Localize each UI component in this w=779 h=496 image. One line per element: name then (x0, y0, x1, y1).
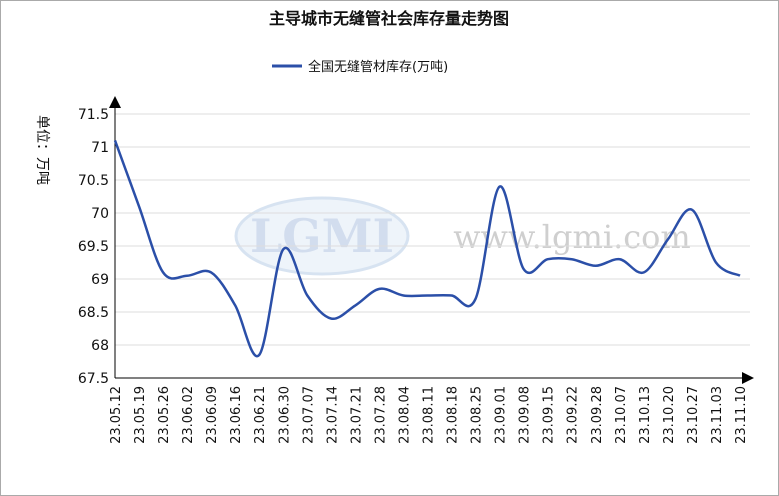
x-tick-label: 23.08.18 (446, 386, 461, 444)
x-tick-label: 23.11.03 (710, 386, 725, 444)
x-tick-label: 23.06.16 (229, 386, 244, 444)
y-tick-label: 68 (91, 338, 109, 354)
y-axis-label: 单位：万吨 (34, 115, 50, 185)
x-tick-label: 23.08.04 (397, 386, 412, 444)
x-tick-label: 23.10.20 (662, 386, 677, 444)
watermark-group: LGMI www.lgmi.com (234, 196, 691, 276)
y-axis-arrow (109, 96, 121, 108)
watermark: www.lgmi.com (453, 218, 691, 256)
x-tick-label: 23.10.27 (686, 386, 701, 444)
x-tick-label: 23.05.26 (157, 386, 172, 444)
x-tick-label: 23.09.08 (518, 386, 533, 444)
x-tick-label: 23.08.25 (470, 386, 485, 444)
x-tick-label: 23.09.01 (494, 386, 509, 444)
x-tick-label: 23.10.07 (614, 386, 629, 444)
y-tick-label: 71.5 (78, 107, 109, 123)
x-tick-label: 23.07.14 (325, 386, 340, 444)
chart-title: 主导城市无缝管社会库存量走势图 (269, 9, 509, 28)
x-tick-label: 23.06.21 (253, 386, 268, 444)
x-tick-label: 23.09.22 (566, 386, 581, 444)
line-series (113, 139, 741, 358)
x-tick-label: 23.06.02 (181, 386, 196, 444)
x-tick-label: 23.07.07 (301, 386, 316, 444)
x-tick-label: 23.06.09 (205, 386, 220, 444)
logo-ellipse (234, 196, 410, 276)
x-axis-arrow (742, 372, 754, 384)
y-tick-label: 68.5 (78, 305, 109, 321)
x-tick-label: 23.08.11 (422, 386, 437, 444)
y-tick-label: 71 (91, 140, 109, 156)
y-tick-label: 69 (91, 272, 109, 288)
x-tick-label: 23.09.28 (590, 386, 605, 444)
y-tick-label: 67.5 (78, 371, 109, 387)
logo: LGMI (250, 209, 394, 263)
x-tick-label: 23.09.15 (542, 386, 557, 444)
y-tick-label: 70 (91, 206, 109, 222)
x-tick-label: 23.10.13 (638, 386, 653, 444)
x-tick-label: 23.11.10 (734, 386, 749, 444)
y-tick-label: 69.5 (78, 239, 109, 255)
x-tick-label: 23.05.12 (109, 386, 124, 444)
x-tick-label: 23.07.21 (349, 386, 364, 444)
x-tick-label: 23.07.28 (373, 386, 388, 444)
legend-label: 全国无缝管材库存(万吨) (308, 59, 448, 75)
y-tick-label: 70.5 (78, 173, 109, 189)
x-tick-label: 23.05.19 (133, 386, 148, 444)
x-tick-label: 23.06.30 (277, 386, 292, 444)
